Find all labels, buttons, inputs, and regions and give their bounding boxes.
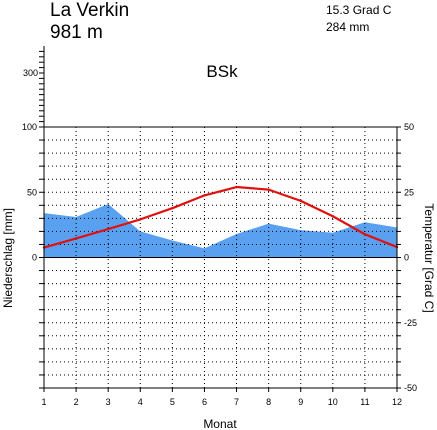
precipitation-area [44, 203, 397, 258]
x-tick-label-4: 4 [138, 397, 143, 407]
station-name: La Verkin [50, 0, 129, 21]
right-axis-label: Temperatur [Grad C] [422, 203, 436, 312]
temp-tick-label: 0 [404, 253, 409, 263]
x-tick-label-8: 8 [266, 397, 271, 407]
precipitation-area-layer [44, 203, 397, 258]
x-tick-label-9: 9 [298, 397, 303, 407]
temperature-point-2 [74, 237, 78, 240]
temp-tick-label: 50 [404, 122, 414, 132]
temperature-point-6 [203, 194, 206, 197]
temp-tick-label: -50 [404, 383, 417, 393]
x-axis-label: Monat [203, 417, 237, 430]
temperature-point-8 [267, 188, 270, 191]
station-elevation: 981 m [50, 22, 103, 43]
x-tick-label-12: 12 [392, 397, 402, 407]
temperature-point-5 [171, 206, 174, 210]
left-axis-label: Niederschlag [mm] [1, 208, 15, 308]
mean-temperature: 15.3 Grad C [326, 3, 392, 17]
temperature-point-4 [139, 218, 142, 221]
temperature-point-10 [331, 215, 335, 218]
temperature-point-11 [363, 233, 367, 236]
precip-tick-label: 0 [32, 253, 37, 263]
temperature-line-layer [42, 185, 399, 249]
upper-precip-tick-label: 300 [23, 68, 38, 78]
x-tick-label-6: 6 [202, 397, 207, 407]
climate-classification: BSk [206, 62, 238, 81]
annual-precipitation: 284 mm [326, 20, 369, 34]
x-tick-label-10: 10 [328, 397, 338, 407]
temp-tick-label: -25 [404, 318, 417, 328]
x-tick-label-11: 11 [360, 397, 369, 407]
x-tick-label-7: 7 [234, 397, 239, 407]
x-tick-label-1: 1 [41, 397, 46, 407]
temp-tick-label: 25 [404, 187, 414, 197]
precip-tick-label: 50 [27, 187, 37, 197]
x-tick-label-2: 2 [74, 397, 79, 407]
precip-tick-label: 100 [22, 122, 37, 132]
temperature-line [43, 185, 398, 249]
x-tick-label-5: 5 [170, 397, 175, 407]
x-tick-label-3: 3 [106, 397, 111, 407]
temperature-point-9 [299, 199, 302, 203]
grid-layer [44, 127, 397, 388]
temperature-point-7 [235, 185, 238, 189]
temperature-point-3 [106, 227, 110, 231]
